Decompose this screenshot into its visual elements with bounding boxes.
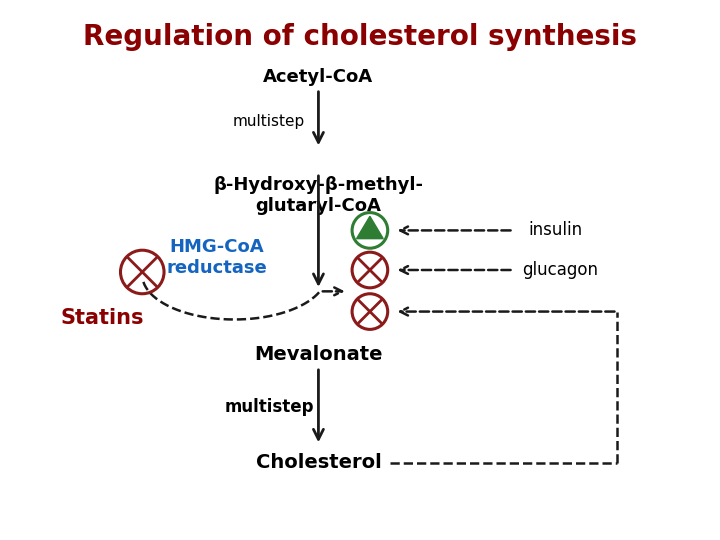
Text: β-Hydroxy-β-methyl-
glutaryl-CoA: β-Hydroxy-β-methyl- glutaryl-CoA	[213, 177, 423, 215]
Text: Acetyl-CoA: Acetyl-CoA	[264, 68, 374, 86]
Text: Cholesterol: Cholesterol	[256, 454, 382, 472]
Text: multistep: multistep	[233, 114, 305, 129]
Text: multistep: multistep	[224, 397, 314, 416]
Text: Regulation of cholesterol synthesis: Regulation of cholesterol synthesis	[83, 23, 637, 51]
Polygon shape	[356, 217, 383, 239]
Text: Statins: Statins	[61, 307, 145, 327]
Text: glucagon: glucagon	[522, 261, 598, 279]
Text: Mevalonate: Mevalonate	[254, 345, 383, 363]
Text: HMG-CoA
reductase: HMG-CoA reductase	[166, 238, 267, 276]
Text: insulin: insulin	[528, 221, 582, 239]
